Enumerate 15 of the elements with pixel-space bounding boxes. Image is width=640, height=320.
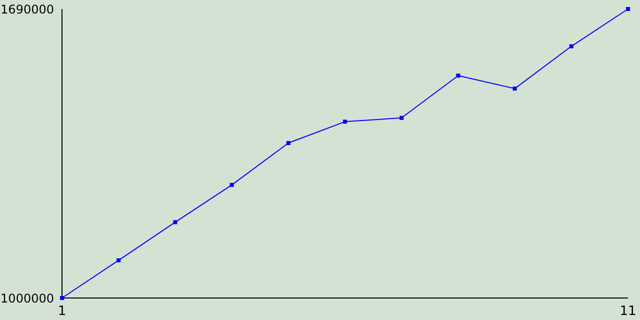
point	[116, 258, 121, 262]
point	[60, 296, 64, 300]
point	[230, 182, 234, 187]
y-tick-label: 1000000	[0, 291, 54, 306]
x-tick-label: 1	[58, 304, 66, 320]
point	[456, 74, 460, 78]
y-tick-label: 1690000	[0, 2, 54, 16]
x-tick-label: 11	[620, 304, 636, 320]
point	[343, 120, 347, 124]
point	[512, 86, 517, 91]
point	[569, 44, 574, 48]
point	[286, 141, 290, 146]
point	[173, 220, 178, 224]
point	[400, 116, 404, 120]
point	[626, 7, 630, 11]
